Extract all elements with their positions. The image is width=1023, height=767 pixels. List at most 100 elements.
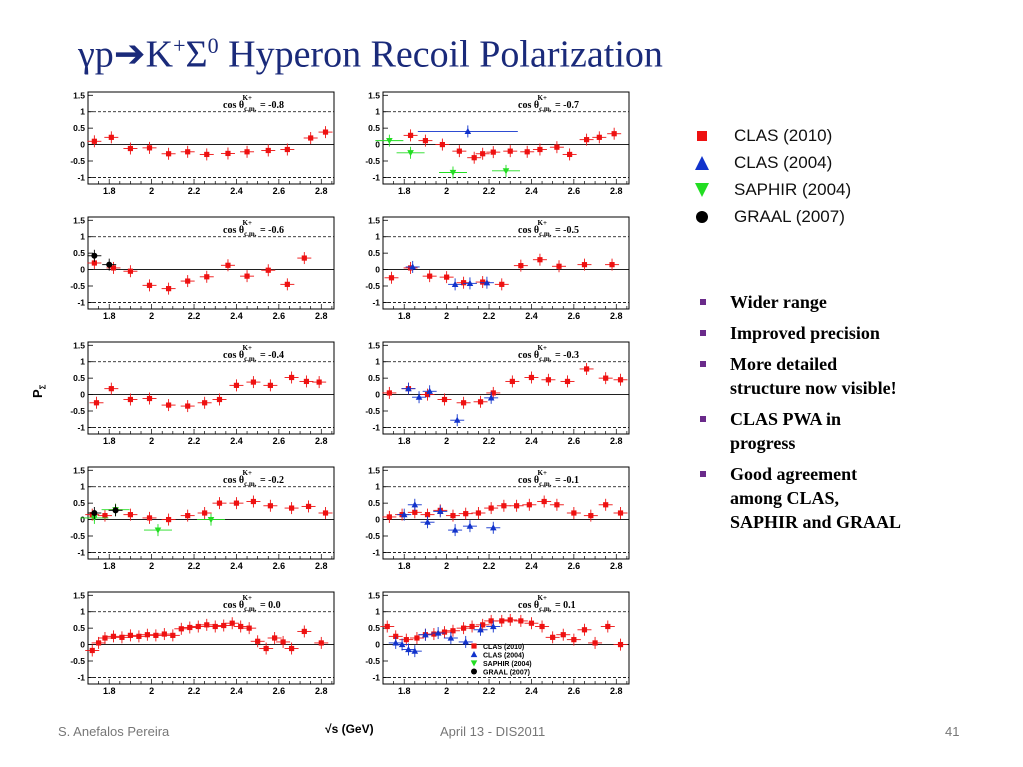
x-tick-label: 1.8 xyxy=(103,436,116,446)
data-point xyxy=(207,516,215,524)
data-point xyxy=(233,382,240,388)
data-point xyxy=(528,620,535,626)
y-tick-label: 0.5 xyxy=(73,498,85,508)
x-tick-label: 2.8 xyxy=(610,561,623,571)
x-tick-label: 1.8 xyxy=(398,561,411,571)
data-point xyxy=(400,511,408,518)
data-point xyxy=(475,510,482,516)
data-point xyxy=(460,400,467,406)
y-tick-label: 1.5 xyxy=(368,90,380,100)
x-tick-label: 1.8 xyxy=(103,186,116,196)
data-point xyxy=(488,505,494,511)
y-tick-label: 1 xyxy=(375,482,380,492)
y-tick-label: 0 xyxy=(375,140,380,150)
y-tick-label: -0.5 xyxy=(70,656,85,666)
data-point xyxy=(255,638,261,644)
data-point xyxy=(407,132,414,138)
data-point xyxy=(388,275,395,281)
panel-label: cos θc.m.K+= -0.1 xyxy=(518,469,579,488)
x-tick-label: 1.8 xyxy=(398,311,411,321)
data-point xyxy=(526,502,532,508)
y-tick-label: -0.5 xyxy=(365,531,380,541)
data-point xyxy=(144,632,150,638)
data-point xyxy=(564,378,571,385)
y-tick-label: 0.5 xyxy=(368,498,380,508)
data-point xyxy=(127,512,134,518)
data-point xyxy=(436,507,444,514)
data-point xyxy=(288,645,295,652)
data-point xyxy=(424,518,431,525)
y-tick-label: 0 xyxy=(80,390,85,400)
x-tick-label: 2.4 xyxy=(230,686,243,696)
data-point xyxy=(185,513,191,519)
chart-panel: -1 -0.5 0 0.5 1 1.5 1.8 2 2.2 2.4 2.6 2.8 cos θc.m.K… xyxy=(70,465,335,571)
legend-item: GRAAL (2007) xyxy=(690,203,851,230)
data-point xyxy=(554,144,560,150)
x-tick-label: 1.8 xyxy=(398,686,411,696)
data-point xyxy=(412,509,418,515)
plot-frame xyxy=(382,216,630,310)
data-point xyxy=(216,396,223,403)
x-tick-label: 2.8 xyxy=(315,186,328,196)
x-tick-label: 2.6 xyxy=(568,686,581,696)
data-point xyxy=(204,622,210,628)
data-point xyxy=(439,141,445,148)
data-point xyxy=(447,634,455,641)
data-point xyxy=(427,273,433,279)
footer-date: April 13 - DIS2011 xyxy=(440,724,546,739)
inset-legend-marker xyxy=(471,668,477,675)
data-point xyxy=(501,503,507,509)
y-tick-label: 1 xyxy=(80,357,85,367)
y-tick-label: 1 xyxy=(80,232,85,242)
data-point xyxy=(409,263,416,270)
data-point xyxy=(617,641,624,648)
data-point xyxy=(280,639,286,645)
legend: CLAS (2010) CLAS (2004) SAPHIR (2004) GR… xyxy=(690,122,851,230)
data-point xyxy=(127,632,134,638)
data-point xyxy=(450,628,456,634)
y-tick-label: -1 xyxy=(77,297,85,307)
plot-frame xyxy=(87,91,335,185)
y-tick-label: 1.5 xyxy=(368,465,380,475)
data-point xyxy=(392,639,400,646)
chart-panel: -1 -0.5 0 0.5 1 1.5 1.8 2 2.2 2.4 2.6 2.8 cos θc.m.K… xyxy=(365,215,630,321)
data-point xyxy=(127,268,134,274)
y-tick-label: 1 xyxy=(375,232,380,242)
data-point xyxy=(514,503,520,509)
y-tick-label: 0 xyxy=(80,640,85,650)
y-tick-label: 1.5 xyxy=(73,340,85,350)
plot-frame xyxy=(382,591,630,685)
bullet-item: Improved precision xyxy=(700,321,910,345)
data-point xyxy=(453,416,461,423)
title-sup2: 0 xyxy=(207,33,219,58)
x-tick-label: 2.8 xyxy=(315,311,328,321)
bullet-list: Wider range Improved precision More deta… xyxy=(700,290,910,541)
x-tick-label: 2.8 xyxy=(315,686,328,696)
data-point xyxy=(537,146,543,153)
data-point xyxy=(560,632,566,638)
y-tick-label: 0.5 xyxy=(73,123,85,133)
data-point xyxy=(153,632,159,638)
y-tick-label: 0.5 xyxy=(73,373,85,383)
data-point xyxy=(303,378,310,385)
x-tick-label: 1.8 xyxy=(398,186,411,196)
inset-legend-label: SAPHIR (2004) xyxy=(483,661,532,668)
data-point xyxy=(603,502,609,508)
chart-panel: -1 -0.5 0 0.5 1 1.5 1.8 2 2.2 2.4 2.6 2.8 cos θc.m.K… xyxy=(70,340,335,446)
y-tick-label: -0.5 xyxy=(70,531,85,541)
x-tick-label: 2.8 xyxy=(315,561,328,571)
data-point xyxy=(609,262,615,268)
plot-frame xyxy=(382,91,630,185)
y-tick-label: 1 xyxy=(375,607,380,617)
y-tick-label: 0 xyxy=(80,515,85,525)
x-tick-label: 2.8 xyxy=(315,436,328,446)
data-point xyxy=(480,279,486,285)
panel-label: cos θc.m.K+= -0.7 xyxy=(518,94,579,113)
bullet-item: Wider range xyxy=(700,290,910,314)
data-point xyxy=(195,623,201,630)
data-point xyxy=(554,502,560,508)
plot-frame xyxy=(87,341,335,435)
data-point xyxy=(571,637,577,643)
title-sigma: Σ xyxy=(185,33,208,76)
data-point xyxy=(451,526,459,533)
